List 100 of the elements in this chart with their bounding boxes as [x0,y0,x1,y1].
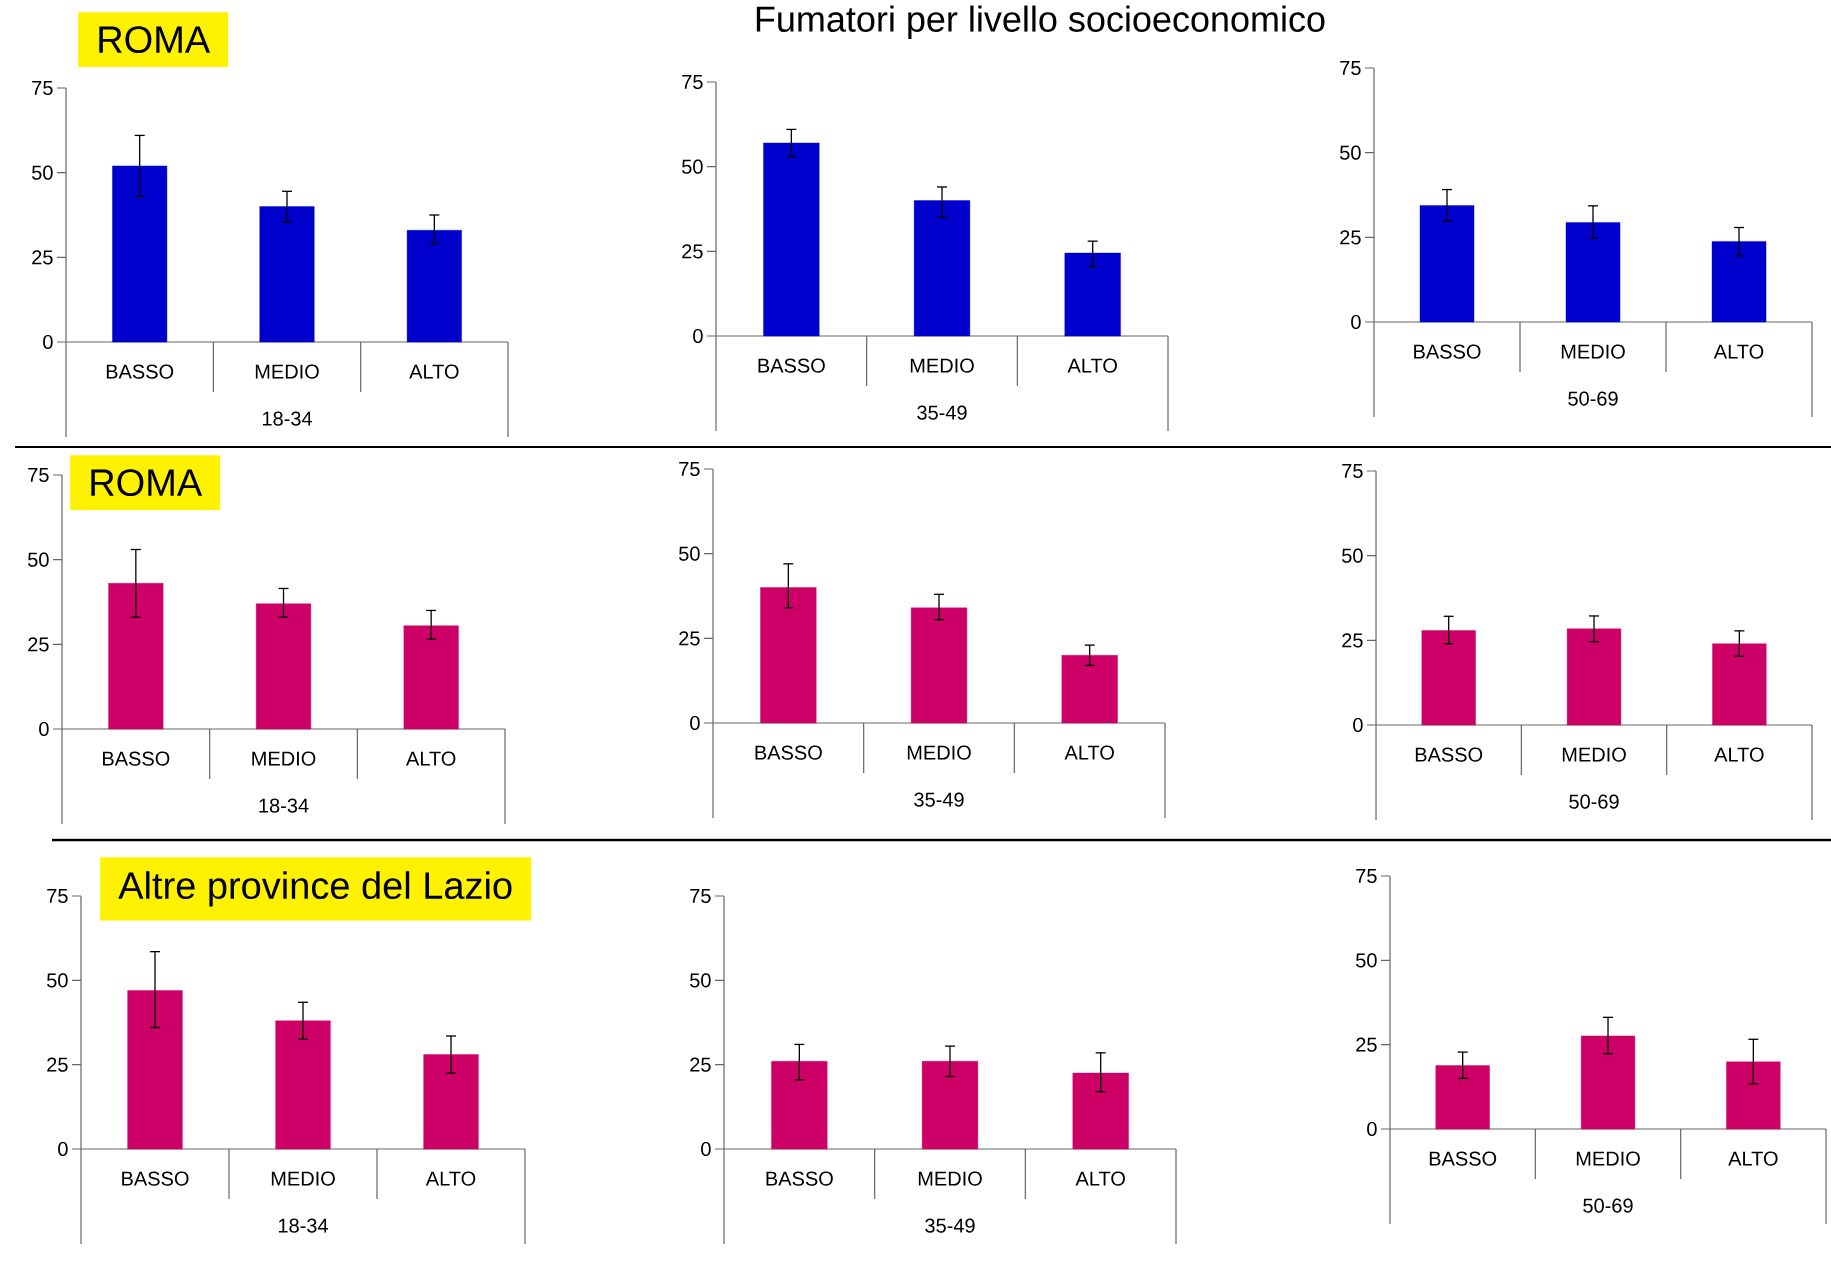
y-tick-label: 50 [1342,548,1363,563]
x-tick-label: MEDIO [918,1171,982,1186]
y-tick-label: 50 [1340,145,1361,160]
x-tick-label: ALTO [406,751,456,766]
x-tick-label: BASSO [106,364,174,379]
x-tick-label: BASSO [758,358,825,373]
y-tick-label: 50 [32,165,53,180]
x-axis-title: 50-69 [1568,391,1618,406]
bar [910,607,968,724]
bar [1419,205,1475,323]
y-tick-label: 75 [1356,869,1377,883]
y-tick-label: 25 [679,631,700,646]
x-tick-label: MEDIO [252,751,316,766]
y-tick-label: 0 [693,328,703,344]
annotation: ROMA [91,469,203,497]
y-tick-label: 25 [1340,230,1361,245]
y-tick-label: 25 [28,637,49,652]
x-axis-title: 35-49 [914,792,964,807]
bar [1435,1065,1490,1130]
annotation: Altre province del Lazio [118,871,512,907]
bar [1726,1061,1781,1130]
y-tick-label: 0 [1353,717,1363,733]
y-tick-label: 0 [1367,1121,1377,1137]
x-axis-title: 35-49 [917,405,967,420]
bar [1064,252,1121,337]
y-tick-label: 50 [682,159,703,174]
bar [913,200,971,337]
bar [763,142,820,337]
x-tick-label: MEDIO [1561,344,1625,359]
bar [760,587,817,724]
bar [423,1054,479,1150]
x-tick-label: BASSO [766,1171,833,1186]
y-tick-label: 75 [1340,61,1361,75]
y-tick-label: 50 [47,973,68,988]
bar [1565,222,1621,323]
bar [1421,630,1476,726]
x-tick-label: MEDIO [271,1171,335,1186]
y-tick-label: 50 [28,552,49,567]
x-axis-title: 50-69 [1583,1198,1633,1213]
x-tick-label: MEDIO [910,358,974,373]
y-tick-label: 0 [701,1141,711,1157]
bar [255,603,312,730]
chart-title: Fumatori per livello socioeconomico [756,5,1325,40]
bar [112,165,168,343]
x-tick-label: MEDIO [907,745,971,760]
x-tick-label: BASSO [1429,1151,1497,1166]
x-axis-title: 18-34 [278,1218,328,1233]
x-tick-label: BASSO [755,745,822,760]
x-tick-label: BASSO [122,1171,189,1186]
text: ROMA [99,26,211,54]
x-tick-label: ALTO [1728,1151,1778,1166]
x-tick-label: ALTO [409,364,459,379]
bar [108,583,164,730]
x-axis-title: 50-69 [1569,794,1619,809]
x-tick-label: BASSO [1414,344,1481,359]
y-tick-label: 0 [1351,314,1361,330]
x-axis-title: 18-34 [262,411,312,426]
x-tick-label: MEDIO [1562,747,1626,762]
x-tick-label: ALTO [1713,344,1764,359]
y-tick-label: 75 [682,75,703,89]
y-tick-label: 25 [690,1057,711,1072]
y-tick-label: 75 [690,889,711,903]
x-tick-label: BASSO [1415,747,1483,762]
bar [406,230,462,343]
x-axis-title: 18-34 [259,798,309,813]
x-axis-title: 35-49 [925,1218,975,1233]
x-tick-label: ALTO [1064,745,1114,760]
y-tick-label: 0 [39,721,49,737]
bar [1712,643,1767,726]
y-tick-label: 0 [58,1141,68,1157]
y-tick-label: 0 [690,715,700,731]
y-tick-label: 75 [1342,464,1363,478]
bar [1061,655,1118,724]
y-tick-label: 50 [679,546,700,561]
y-tick-label: 75 [679,462,700,476]
x-tick-label: ALTO [425,1171,476,1186]
x-tick-label: BASSO [103,751,170,766]
y-tick-label: 25 [682,244,703,259]
y-tick-label: 75 [28,468,49,482]
bar [403,625,459,730]
y-tick-label: 50 [690,973,711,988]
y-tick-label: 25 [47,1057,68,1072]
bar [259,206,315,343]
x-tick-label: ALTO [1075,1171,1125,1186]
y-tick-label: 25 [1356,1037,1377,1052]
y-tick-label: 25 [1342,633,1363,648]
bar [275,1020,331,1150]
y-tick-label: 75 [47,889,68,903]
y-tick-label: 75 [32,81,53,95]
x-tick-label: ALTO [1714,747,1764,762]
bar [1580,1035,1636,1130]
x-tick-label: MEDIO [1576,1151,1640,1166]
y-tick-label: 50 [1356,953,1377,968]
y-tick-label: 0 [43,334,53,350]
x-tick-label: MEDIO [255,364,319,379]
x-tick-label: ALTO [1067,358,1117,373]
bar [127,990,183,1150]
bar [1566,628,1622,726]
y-tick-label: 25 [32,250,53,265]
bar [1711,241,1767,323]
